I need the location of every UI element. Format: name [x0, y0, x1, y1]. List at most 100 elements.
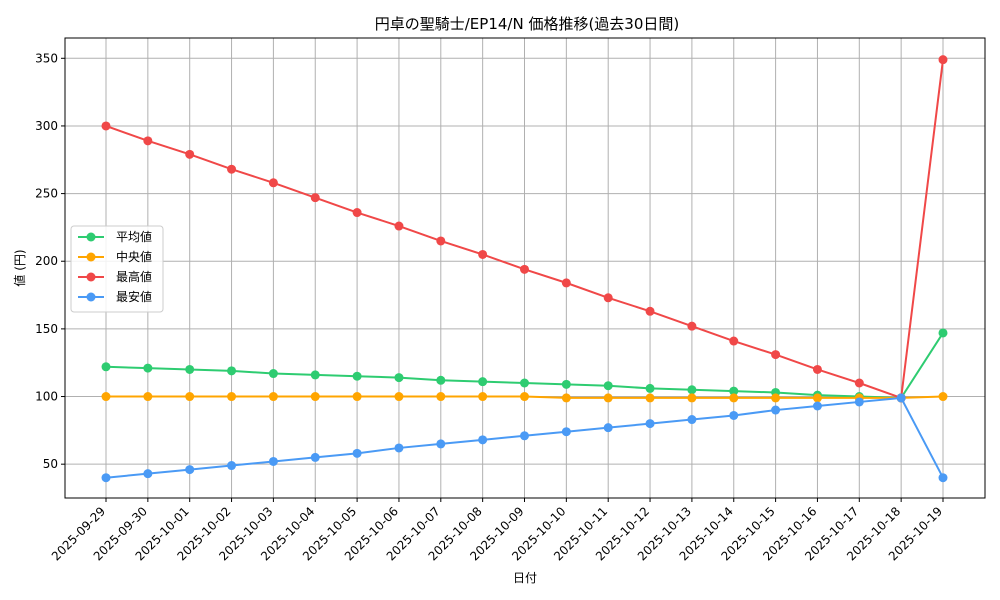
data-point: [645, 306, 655, 316]
y-axis-ticks: 50 100 150 200 250 300 350: [35, 51, 65, 471]
data-point: [101, 473, 111, 483]
data-point: [394, 373, 404, 383]
data-point: [603, 423, 613, 433]
data-point: [436, 375, 446, 385]
legend-marker: [86, 252, 96, 262]
data-point: [812, 401, 822, 411]
data-point: [520, 392, 529, 402]
data-point: [938, 473, 948, 483]
series-layer: [101, 55, 948, 483]
series-中央値: [101, 392, 948, 403]
data-point: [854, 397, 864, 407]
data-point: [101, 121, 111, 131]
data-point: [478, 249, 488, 259]
data-point: [352, 371, 362, 381]
data-point: [687, 385, 697, 395]
data-point: [687, 415, 697, 425]
data-point: [645, 393, 655, 403]
legend-box: [70, 225, 164, 313]
data-point: [227, 164, 237, 174]
data-point: [729, 393, 739, 403]
data-point: [854, 378, 864, 388]
data-point: [185, 465, 195, 475]
data-point: [729, 386, 739, 396]
data-point: [812, 364, 822, 374]
data-point: [101, 392, 111, 402]
legend-marker: [86, 232, 96, 242]
data-point: [143, 363, 153, 373]
data-point: [896, 393, 906, 403]
data-point: [310, 370, 320, 380]
data-point: [645, 419, 655, 429]
data-point: [603, 393, 613, 403]
data-point: [227, 461, 237, 471]
legend-label: 平均値: [116, 229, 152, 244]
legend-label: 最高値: [116, 269, 152, 284]
data-point: [938, 328, 948, 338]
data-point: [310, 392, 320, 402]
data-point: [645, 383, 655, 393]
data-point: [478, 377, 488, 387]
data-point: [687, 393, 697, 403]
data-point: [352, 208, 362, 218]
series-最高値: [101, 55, 948, 403]
y-tick-label: 250: [35, 187, 58, 201]
data-point: [352, 448, 362, 458]
x-axis-ticks: 2025-09-292025-09-302025-10-012025-10-02…: [49, 498, 945, 563]
data-point: [268, 392, 278, 402]
data-point: [478, 392, 488, 402]
legend-marker: [86, 272, 96, 282]
data-point: [436, 236, 446, 246]
y-tick-label: 350: [35, 51, 58, 65]
data-point: [352, 392, 362, 402]
data-point: [436, 439, 446, 449]
data-point: [561, 393, 571, 403]
data-point: [310, 193, 320, 203]
data-point: [101, 362, 111, 372]
data-point: [478, 435, 488, 445]
y-tick-label: 200: [35, 254, 58, 268]
data-point: [394, 221, 404, 231]
data-point: [227, 366, 237, 376]
data-point: [185, 364, 195, 374]
data-point: [729, 336, 739, 346]
data-point: [938, 55, 948, 65]
data-point: [143, 136, 153, 146]
data-point: [561, 379, 571, 389]
data-point: [561, 278, 571, 288]
data-point: [310, 452, 320, 462]
legend-label: 最安値: [116, 289, 152, 304]
y-tick-label: 100: [35, 390, 58, 404]
data-point: [812, 393, 822, 403]
data-point: [520, 378, 529, 388]
legend-marker: [86, 292, 96, 302]
data-point: [436, 392, 446, 402]
data-point: [143, 469, 153, 479]
data-point: [520, 264, 529, 274]
data-point: [143, 392, 153, 402]
y-axis-label: 値 (円): [12, 249, 27, 286]
data-point: [227, 392, 237, 402]
data-point: [603, 381, 613, 391]
data-point: [268, 456, 278, 466]
data-point: [394, 392, 404, 402]
data-point: [185, 149, 195, 159]
y-tick-label: 50: [43, 457, 58, 471]
data-point: [771, 405, 781, 415]
data-point: [771, 393, 781, 403]
data-point: [771, 350, 781, 360]
chart-title: 円卓の聖騎士/EP14/N 価格推移(過去30日間): [375, 15, 680, 33]
legend-label: 中央値: [116, 249, 152, 264]
series-最安値: [101, 393, 948, 483]
data-point: [561, 427, 571, 437]
data-point: [185, 392, 195, 402]
y-tick-label: 300: [35, 119, 58, 133]
data-point: [268, 369, 278, 379]
data-point: [394, 443, 404, 453]
data-point: [520, 431, 529, 441]
data-point: [687, 321, 697, 331]
data-point: [938, 392, 948, 402]
data-point: [729, 410, 739, 420]
